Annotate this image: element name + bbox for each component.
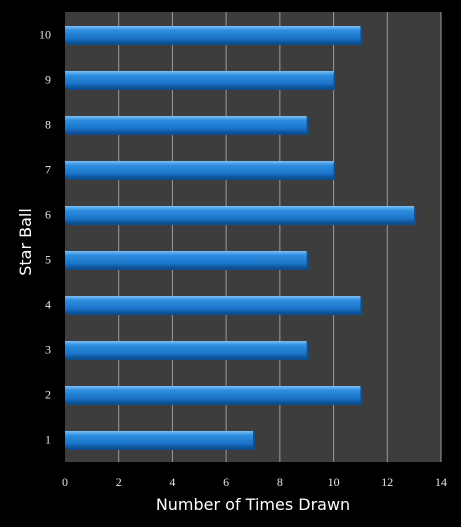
x-axis-title: Number of Times Drawn: [156, 495, 350, 514]
bar-6: [65, 206, 415, 223]
y-axis-title: Star Ball: [16, 208, 35, 276]
x-tick-label: 8: [277, 475, 283, 489]
y-tick-label: 4: [45, 298, 51, 312]
bars: [65, 26, 417, 450]
x-tick-label: 4: [169, 475, 175, 489]
bar-8: [65, 116, 307, 133]
y-tick-label: 3: [45, 343, 51, 357]
x-tick-label: 12: [381, 475, 393, 489]
bar-4: [65, 296, 361, 313]
bar-5: [65, 251, 307, 268]
y-tick-label: 2: [45, 388, 51, 402]
bar-7: [65, 161, 334, 178]
y-tick-label: 10: [39, 28, 51, 42]
y-tick-label: 7: [45, 163, 51, 177]
x-tick-label: 10: [328, 475, 340, 489]
bar-10: [65, 26, 361, 43]
bar-1: [65, 431, 253, 448]
x-tick-label: 2: [116, 475, 122, 489]
x-tick-label: 6: [223, 475, 229, 489]
y-tick-label: 1: [45, 433, 51, 447]
x-tick-label: 14: [435, 475, 447, 489]
bar-2: [65, 386, 361, 403]
y-tick-label: 8: [45, 118, 51, 132]
y-tick-label: 5: [45, 253, 51, 267]
x-tick-label: 0: [62, 475, 68, 489]
y-tick-label: 9: [45, 73, 51, 87]
bar-3: [65, 341, 307, 358]
bar-9: [65, 71, 334, 88]
y-tick-label: 6: [45, 208, 51, 222]
